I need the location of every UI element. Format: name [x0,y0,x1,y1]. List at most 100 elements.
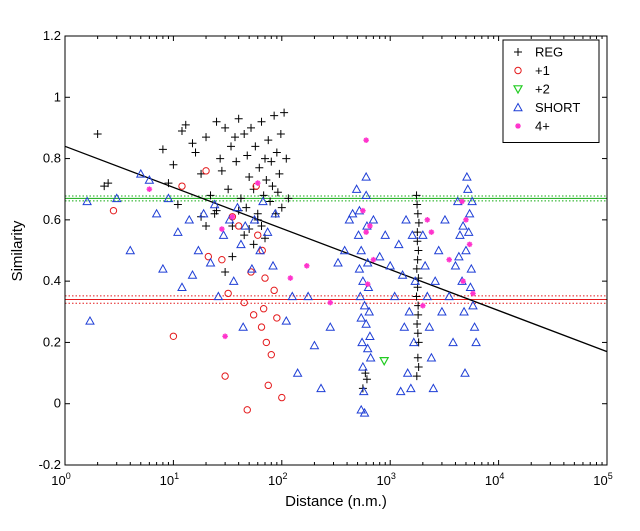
data-point [402,368,413,377]
data-point [230,133,239,142]
data-point [181,120,190,129]
y-tick-label: 0.8 [43,151,61,166]
data-point [412,264,421,273]
data-point [238,322,248,331]
data-point [240,231,249,240]
data-point [410,276,421,285]
data-point [217,166,226,175]
y-tick-label: 0.4 [43,273,61,288]
data-point [257,117,266,126]
data-point [363,229,369,235]
data-point [362,257,373,267]
data-point [273,314,281,322]
data-point [257,323,266,331]
data-point [428,383,439,393]
data-point [469,322,480,331]
data-point [454,251,464,261]
data-point [363,137,369,143]
data-point [228,252,237,261]
data-point [465,282,476,291]
legend-marker [512,85,524,95]
data-point [380,230,391,239]
y-tick-label: -0.2 [39,457,61,472]
data-point [164,179,173,188]
data-point [222,333,228,340]
data-point [413,237,422,246]
data-point [224,214,235,224]
data-point [187,269,198,279]
regression-line [64,145,608,353]
data-point [351,184,362,193]
data-point [455,230,465,239]
data-point [361,171,372,181]
data-point [213,291,224,301]
data-point [361,190,372,200]
x-tick-label: 103 [376,471,395,488]
data-point [267,157,276,166]
data-point [135,168,146,178]
data-point [470,290,476,297]
data-point [413,353,422,362]
data-point [356,312,367,322]
data-point [247,123,256,132]
data-point [202,221,211,230]
data-point [209,199,220,209]
data-point [433,245,444,255]
data-point [221,267,230,276]
data-point [177,282,187,291]
data-point [212,117,221,126]
data-point [270,111,279,120]
data-point [426,352,437,362]
data-point [422,291,433,301]
data-point [234,222,243,230]
legend-item: +1 [514,63,550,78]
data-point [275,169,284,178]
y-tick-label: 1.2 [43,28,61,43]
data-point [264,381,272,390]
data-point [270,286,278,295]
legend-marker [515,123,521,129]
data-point [367,223,373,229]
series-4four-plus [146,137,476,340]
data-point [188,139,197,148]
data-point [303,263,310,269]
data-point [234,114,243,123]
data-point [414,218,423,227]
legend-marker [514,48,522,56]
data-point [420,260,430,270]
data-point [158,263,168,273]
data-point [414,246,423,255]
legend-item: REG [514,45,563,60]
data-point [125,245,136,255]
data-point [292,368,303,377]
data-point [245,172,254,181]
data-point [363,282,374,291]
legend-item: +2 [512,82,550,97]
data-point [355,291,366,301]
data-point [177,126,186,135]
data-point [417,230,428,239]
data-point [259,305,268,313]
data-point [221,123,230,132]
data-point [424,322,435,331]
data-point [309,340,320,350]
x-tick-label: 105 [593,471,612,488]
fit-line [64,145,608,353]
data-point [216,154,225,163]
data-point [193,245,204,255]
data-point [407,230,418,239]
data-point [236,194,245,203]
data-point [240,130,249,139]
data-point [224,289,232,298]
data-point [413,329,422,338]
data-point [255,163,264,172]
data-point [448,337,458,347]
data-point [228,276,239,285]
data-point [218,255,226,264]
data-point [362,375,371,384]
series-short [82,168,481,417]
data-point [205,257,216,267]
y-tick-label: 0.6 [43,212,61,227]
data-point [412,372,421,381]
data-point [463,227,474,236]
